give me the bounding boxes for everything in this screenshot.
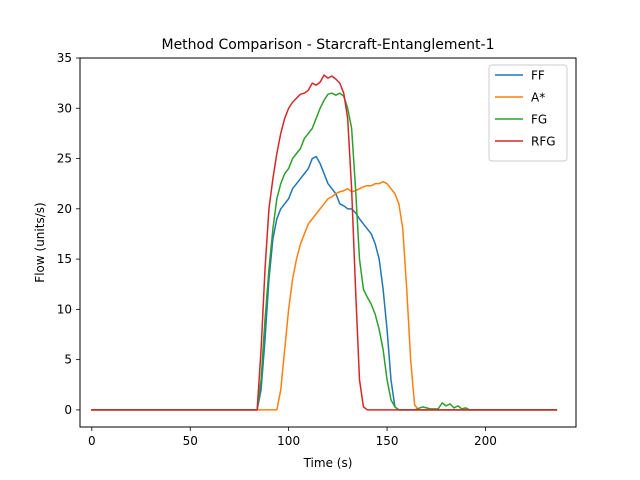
series-line-fg: [91, 92, 558, 411]
series-line-astar: [91, 180, 558, 411]
x-tick-label: 50: [183, 434, 198, 448]
legend-label: FG: [531, 113, 547, 127]
y-tick-label: 35: [57, 51, 72, 65]
legend-box: [488, 64, 568, 162]
y-tick-label: 25: [57, 152, 72, 166]
chart-title: Method Comparison - Starcraft-Entangleme…: [161, 37, 494, 53]
y-tick-label: 10: [57, 302, 72, 316]
y-tick-label: 0: [64, 403, 72, 417]
x-tick-label: 100: [277, 434, 300, 448]
y-axis-label: Flow (units/s): [33, 202, 47, 282]
plot-frame: [79, 57, 577, 428]
series-layer: [91, 74, 558, 411]
y-tick-label: 30: [57, 101, 72, 115]
y-axis: 0 5 10 15 20 25 30 35: [57, 51, 80, 417]
y-tick-label: 5: [64, 353, 72, 367]
series-line-rfg: [91, 74, 558, 411]
series-line-ff: [91, 155, 558, 411]
x-tick-label: 150: [376, 434, 399, 448]
x-tick-label: 0: [88, 434, 96, 448]
x-tick-label: 200: [474, 434, 497, 448]
legend-label: FF: [531, 69, 545, 83]
x-axis: 0 50 100 150 200: [88, 427, 497, 448]
legend-label: A*: [531, 91, 545, 105]
legend-label: RFG: [531, 135, 556, 149]
x-axis-label: Time (s): [303, 456, 353, 470]
y-tick-label: 20: [57, 202, 72, 216]
legend: FF A* FG RFG: [488, 64, 568, 162]
y-tick-label: 15: [57, 252, 72, 266]
